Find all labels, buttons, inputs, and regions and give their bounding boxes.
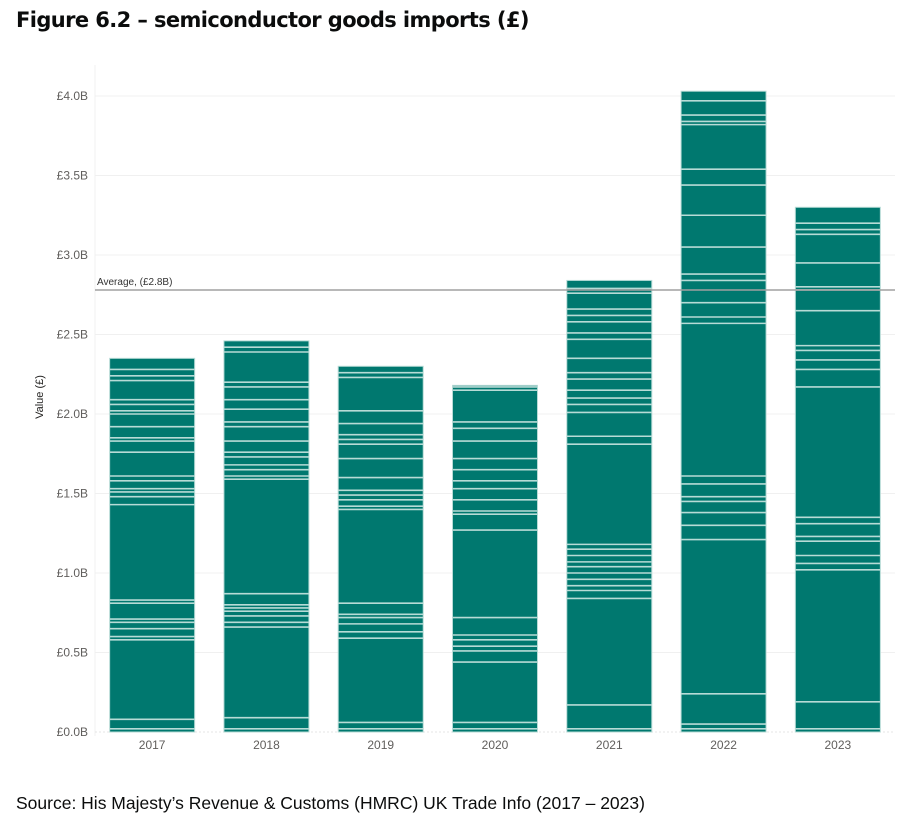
y-tick-label: £1.5B <box>57 487 88 501</box>
bar-2021[interactable] <box>566 279 653 733</box>
y-tick-label: £2.5B <box>57 328 88 342</box>
y-tick-label: £0.0B <box>57 725 88 739</box>
x-tick-label: 2020 <box>482 738 509 752</box>
bar-rect[interactable] <box>452 384 538 733</box>
x-tick-label: 2023 <box>825 738 852 752</box>
y-tick-label: £1.0B <box>57 566 88 580</box>
bar-2020[interactable] <box>452 384 538 733</box>
x-axis-ticks: 2017 2018 2019 2020 2021 2022 2023 <box>139 738 852 752</box>
bar-rect[interactable] <box>109 357 196 733</box>
chart-area: £0.0B £0.5B £1.0B £1.5B £2.0B £2.5B £3.0B £3.5B… <box>0 60 905 760</box>
y-tick-label: £3.5B <box>57 169 88 183</box>
y-tick-label: £4.0B <box>57 89 88 103</box>
bars <box>109 90 881 733</box>
average-reference-label: Average, (£2.8B) <box>97 277 172 288</box>
bar-2017[interactable] <box>109 357 196 733</box>
y-tick-label: £0.5B <box>57 646 88 660</box>
x-tick-label: 2018 <box>253 738 280 752</box>
bar-2023[interactable] <box>794 206 881 733</box>
x-tick-label: 2019 <box>367 738 394 752</box>
y-axis-ticks: £0.0B £0.5B £1.0B £1.5B £2.0B £2.5B £3.0B £3.5B… <box>57 89 88 739</box>
figure-title: Figure 6.2 – semiconductor goods imports… <box>16 8 529 32</box>
bar-rect[interactable] <box>794 206 881 733</box>
x-tick-label: 2021 <box>596 738 623 752</box>
bar-rect[interactable] <box>566 279 653 733</box>
bar-rect[interactable] <box>337 365 424 733</box>
x-tick-label: 2017 <box>139 738 166 752</box>
x-tick-label: 2022 <box>710 738 737 752</box>
bar-chart: £0.0B £0.5B £1.0B £1.5B £2.0B £2.5B £3.0B £3.5B… <box>34 65 895 752</box>
y-tick-label: £3.0B <box>57 248 88 262</box>
bar-rect[interactable] <box>680 90 767 733</box>
bar-2022[interactable] <box>680 90 767 733</box>
bar-2018[interactable] <box>223 340 310 733</box>
y-axis-label: Value (£) <box>34 375 46 419</box>
bar-2019[interactable] <box>337 365 424 733</box>
source-note: Source: His Majesty’s Revenue & Customs … <box>16 793 645 813</box>
y-tick-label: £2.0B <box>57 407 88 421</box>
bar-rect[interactable] <box>223 340 310 733</box>
